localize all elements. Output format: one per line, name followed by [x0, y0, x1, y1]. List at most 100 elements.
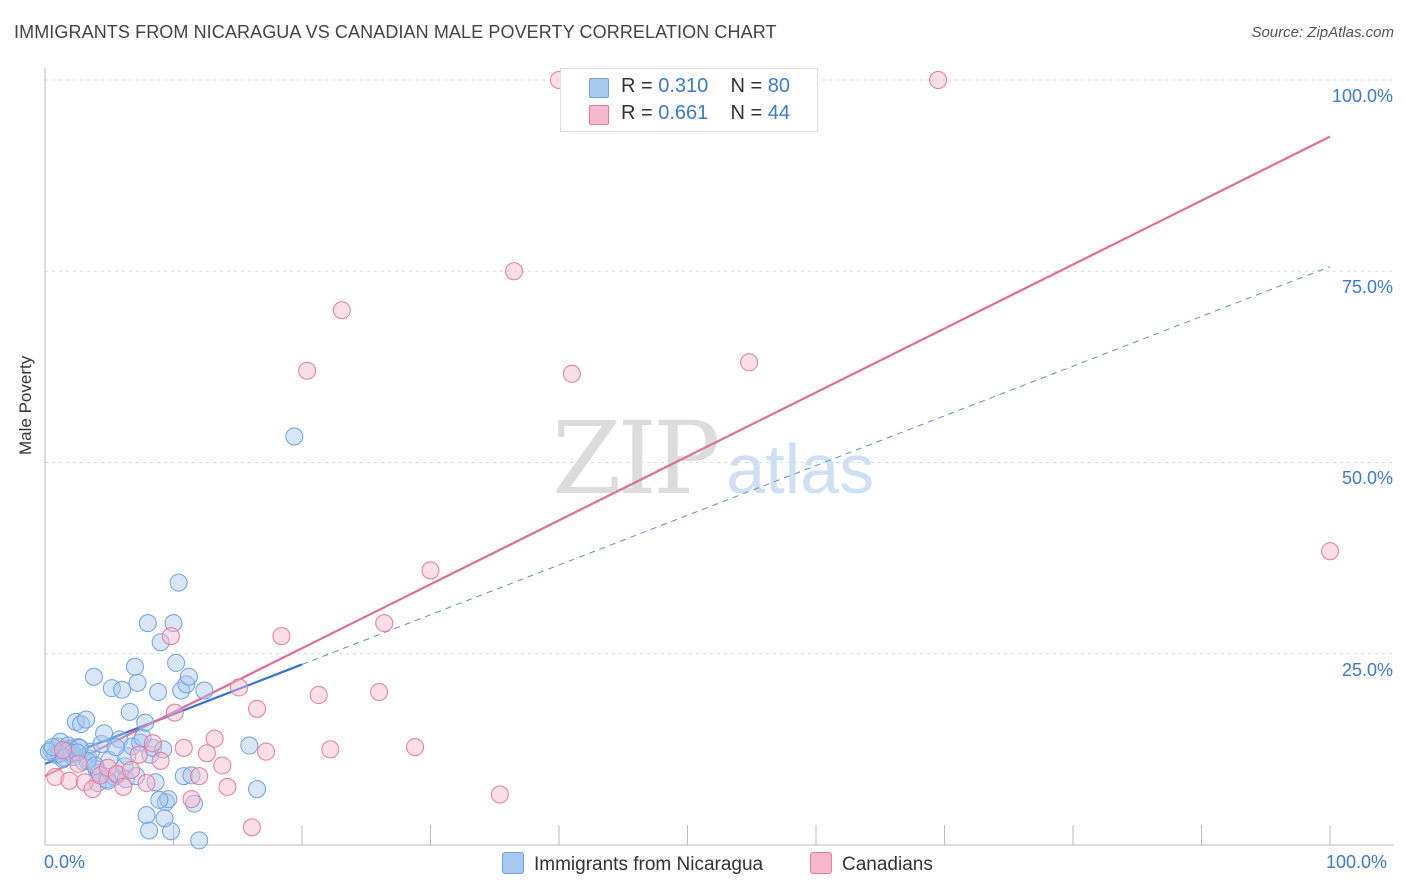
point-nicaragua	[68, 743, 87, 762]
y-tick-label: 50.0%	[1341, 468, 1393, 488]
point-canadians	[272, 627, 291, 646]
point-canadians	[174, 738, 193, 757]
point-canadians	[53, 741, 72, 760]
point-nicaragua	[128, 673, 147, 692]
point-nicaragua	[169, 573, 188, 592]
point-canadians	[1321, 542, 1339, 561]
point-nicaragua	[113, 680, 132, 699]
point-canadians	[114, 777, 133, 796]
correlation-legend: R = 0.310 N = 80 R = 0.661 N = 44	[560, 68, 818, 132]
point-nicaragua	[140, 821, 159, 840]
point-nicaragua	[82, 742, 101, 761]
point-nicaragua	[179, 667, 198, 686]
point-nicaragua	[136, 713, 155, 732]
point-canadians	[406, 738, 425, 757]
x-tick-label: 100.0%	[1326, 852, 1388, 872]
point-canadians	[370, 683, 389, 701]
point-nicaragua	[127, 767, 146, 786]
y-tick-label: 100.0%	[1331, 86, 1393, 106]
point-canadians	[129, 745, 148, 764]
point-nicaragua	[182, 766, 201, 785]
legend-label: Immigrants from Nicaragua	[534, 854, 764, 875]
point-canadians	[69, 754, 88, 773]
point-canadians	[205, 729, 224, 748]
point-canadians	[46, 767, 65, 786]
point-canadians	[421, 561, 440, 580]
point-canadians	[197, 744, 216, 763]
axes	[44, 68, 1394, 846]
point-canadians	[505, 262, 524, 281]
legend-label: Canadians	[842, 854, 933, 875]
point-canadians	[213, 756, 232, 775]
point-nicaragua	[120, 702, 139, 721]
r-label: R =	[621, 102, 659, 124]
n-label: N =	[730, 102, 768, 124]
point-nicaragua	[138, 614, 157, 633]
point-canadians	[740, 353, 759, 372]
point-canadians	[230, 678, 249, 697]
point-nicaragua	[146, 773, 165, 792]
point-nicaragua	[248, 780, 267, 799]
grid	[45, 79, 1394, 655]
point-canadians	[107, 764, 126, 783]
legend-item-nicaragua: Immigrants from Nicaragua	[502, 852, 763, 876]
point-nicaragua	[154, 740, 173, 759]
point-nicaragua	[155, 809, 174, 828]
point-canadians	[137, 774, 156, 793]
point-nicaragua	[149, 683, 168, 701]
point-canadians	[122, 761, 141, 780]
watermark: ZIP atlas	[552, 400, 874, 517]
legend-swatch-pink	[810, 852, 832, 874]
watermark-zip: ZIP	[552, 400, 720, 517]
chart-title: IMMIGRANTS FROM NICARAGUA VS CANADIAN MA…	[14, 22, 777, 42]
point-nicaragua	[150, 790, 169, 809]
point-canadians	[332, 301, 351, 320]
watermark-atlas: atlas	[726, 430, 875, 508]
r-label: R =	[621, 75, 659, 97]
point-canadians	[75, 773, 94, 792]
point-canadians	[375, 614, 394, 633]
point-canadians	[98, 758, 117, 777]
point-canadians	[143, 734, 162, 753]
legend-swatch-blue	[589, 78, 609, 98]
trend-line-nicaragua-extended	[301, 266, 1331, 665]
point-canadians	[248, 699, 267, 718]
point-nicaragua	[100, 751, 119, 770]
point-nicaragua	[77, 710, 96, 729]
legend-swatch-blue	[502, 852, 524, 874]
source-label: Source: ZipAtlas.com	[1251, 24, 1394, 41]
r-value: 0.310	[658, 75, 709, 97]
point-canadians	[257, 742, 276, 761]
y-tick-label: 25.0%	[1341, 660, 1393, 680]
data-points	[39, 71, 1339, 850]
point-canadians	[242, 818, 261, 837]
point-nicaragua	[285, 427, 304, 446]
point-canadians	[151, 751, 170, 770]
point-nicaragua	[95, 724, 114, 743]
point-canadians	[562, 364, 581, 383]
x-tick-label: 0.0%	[44, 852, 86, 872]
point-canadians	[929, 71, 948, 89]
point-canadians	[490, 785, 509, 804]
point-nicaragua	[43, 738, 62, 757]
point-canadians	[161, 627, 180, 646]
point-canadians	[165, 703, 184, 722]
n-value: 44	[767, 102, 791, 124]
point-nicaragua	[159, 790, 178, 809]
n-label: N =	[730, 75, 768, 97]
point-nicaragua	[151, 633, 170, 652]
point-nicaragua	[137, 806, 156, 825]
point-canadians	[182, 790, 201, 809]
point-nicaragua	[92, 735, 111, 754]
point-nicaragua	[174, 767, 193, 786]
point-nicaragua	[84, 667, 103, 686]
y-tick-label: 75.0%	[1341, 277, 1393, 297]
point-canadians	[190, 767, 209, 786]
point-nicaragua	[125, 657, 144, 676]
point-nicaragua	[106, 738, 125, 757]
point-nicaragua	[190, 831, 209, 850]
legend-swatch-pink	[589, 105, 609, 125]
point-canadians	[60, 771, 79, 790]
legend-item-canadians: Canadians	[810, 852, 933, 876]
